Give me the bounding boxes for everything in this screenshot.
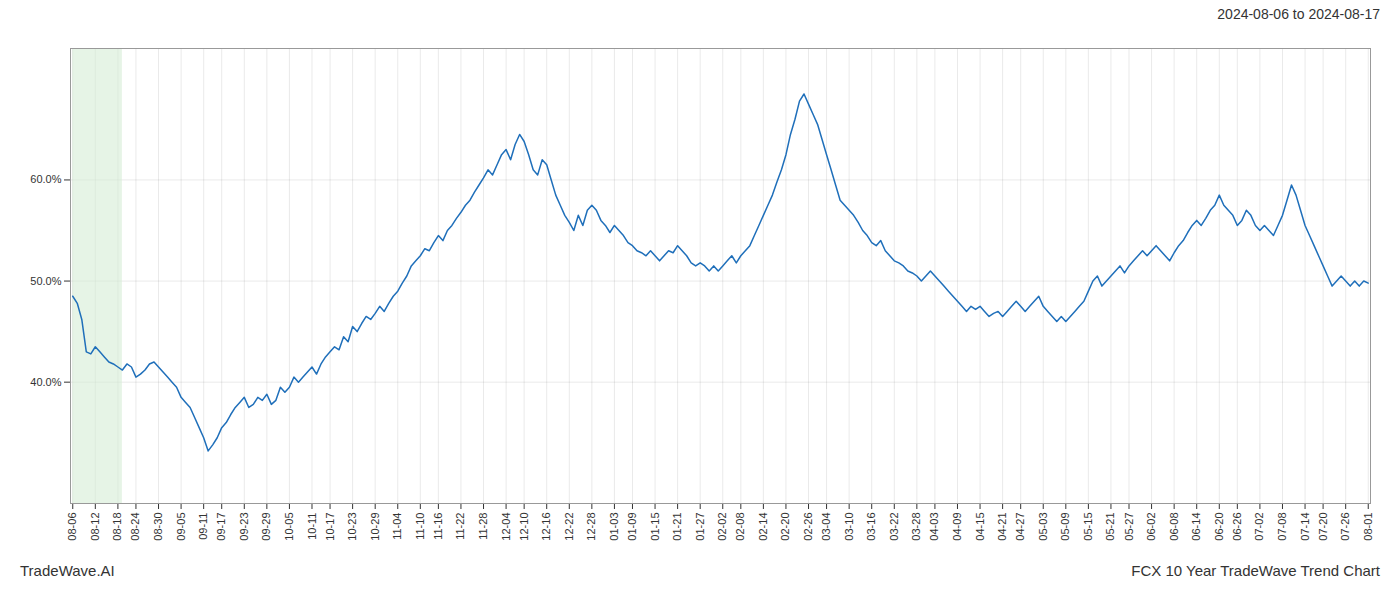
svg-text:09-29: 09-29 <box>260 513 272 541</box>
html-text:TradeWave.AI: TradeWave.AI <box>20 562 115 579</box>
svg-text:05-15: 05-15 <box>1082 513 1094 541</box>
svg-text:06-14: 06-14 <box>1190 513 1202 541</box>
svg-text:06-26: 06-26 <box>1231 513 1243 541</box>
svg-text:04-03: 04-03 <box>928 513 940 541</box>
svg-text:02-14: 02-14 <box>757 513 769 541</box>
svg-text:50.0%: 50.0% <box>30 275 61 287</box>
svg-text:11-10: 11-10 <box>414 513 426 540</box>
svg-text:04-15: 04-15 <box>974 513 986 541</box>
svg-text:07-08: 07-08 <box>1276 513 1288 541</box>
html-text:2024-08-06 to 2024-08-17: 2024-08-06 to 2024-08-17 <box>1217 6 1380 22</box>
svg-text:02-20: 02-20 <box>779 513 791 541</box>
svg-text:05-03: 05-03 <box>1037 513 1049 541</box>
svg-text:09-05: 09-05 <box>175 513 187 541</box>
svg-text:08-01: 08-01 <box>1362 513 1374 541</box>
svg-text:09-11: 09-11 <box>197 513 209 540</box>
svg-text:09-17: 09-17 <box>215 513 227 541</box>
svg-text:12-10: 12-10 <box>518 513 530 541</box>
svg-text:11-22: 11-22 <box>454 513 466 540</box>
svg-text:04-21: 04-21 <box>996 513 1008 541</box>
svg-text:08-30: 08-30 <box>152 513 164 541</box>
svg-text:12-22: 12-22 <box>563 513 575 541</box>
svg-text:07-26: 07-26 <box>1339 513 1351 541</box>
svg-text:05-09: 05-09 <box>1059 513 1071 541</box>
svg-text:11-16: 11-16 <box>432 513 444 540</box>
svg-text:12-16: 12-16 <box>540 513 552 541</box>
svg-text:04-27: 04-27 <box>1014 513 1026 541</box>
svg-text:03-28: 03-28 <box>910 513 922 541</box>
svg-text:01-21: 01-21 <box>671 513 683 541</box>
svg-text:10-29: 10-29 <box>369 513 381 541</box>
svg-text:10-11: 10-11 <box>306 513 318 540</box>
svg-text:10-05: 10-05 <box>283 513 295 541</box>
svg-text:06-20: 06-20 <box>1213 513 1225 541</box>
svg-text:08-12: 08-12 <box>89 513 101 541</box>
svg-text:07-02: 07-02 <box>1253 513 1265 541</box>
svg-text:06-02: 06-02 <box>1145 513 1157 541</box>
svg-text:11-28: 11-28 <box>477 513 489 540</box>
svg-text:04-09: 04-09 <box>951 513 963 541</box>
svg-text:02-02: 02-02 <box>716 513 728 541</box>
svg-text:03-22: 03-22 <box>888 513 900 541</box>
svg-text:60.0%: 60.0% <box>30 173 61 185</box>
svg-text:03-16: 03-16 <box>865 513 877 541</box>
svg-text:40.0%: 40.0% <box>30 376 61 388</box>
svg-text:09-23: 09-23 <box>238 513 250 541</box>
svg-text:08-24: 08-24 <box>129 513 141 541</box>
svg-text:10-23: 10-23 <box>346 513 358 541</box>
svg-text:05-21: 05-21 <box>1104 513 1116 541</box>
html-text:FCX 10 Year TradeWave Trend Ch: FCX 10 Year TradeWave Trend Chart <box>1131 562 1380 579</box>
svg-text:08-18: 08-18 <box>111 513 123 541</box>
svg-text:01-09: 01-09 <box>626 513 638 541</box>
svg-text:12-04: 12-04 <box>500 513 512 541</box>
svg-text:02-08: 02-08 <box>734 513 746 541</box>
svg-text:01-03: 01-03 <box>608 513 620 541</box>
svg-text:10-17: 10-17 <box>324 513 336 541</box>
svg-text:11-04: 11-04 <box>391 513 403 540</box>
svg-text:01-15: 01-15 <box>649 513 661 541</box>
svg-text:02-26: 02-26 <box>802 513 814 541</box>
svg-text:07-14: 07-14 <box>1299 513 1311 541</box>
svg-text:03-10: 03-10 <box>843 513 855 541</box>
svg-text:12-28: 12-28 <box>585 513 597 541</box>
svg-text:06-08: 06-08 <box>1168 513 1180 541</box>
svg-text:01-27: 01-27 <box>694 513 706 541</box>
svg-text:03-04: 03-04 <box>820 513 832 541</box>
svg-text:08-06: 08-06 <box>66 513 78 541</box>
svg-text:05-27: 05-27 <box>1123 513 1135 541</box>
svg-text:07-20: 07-20 <box>1317 513 1329 541</box>
